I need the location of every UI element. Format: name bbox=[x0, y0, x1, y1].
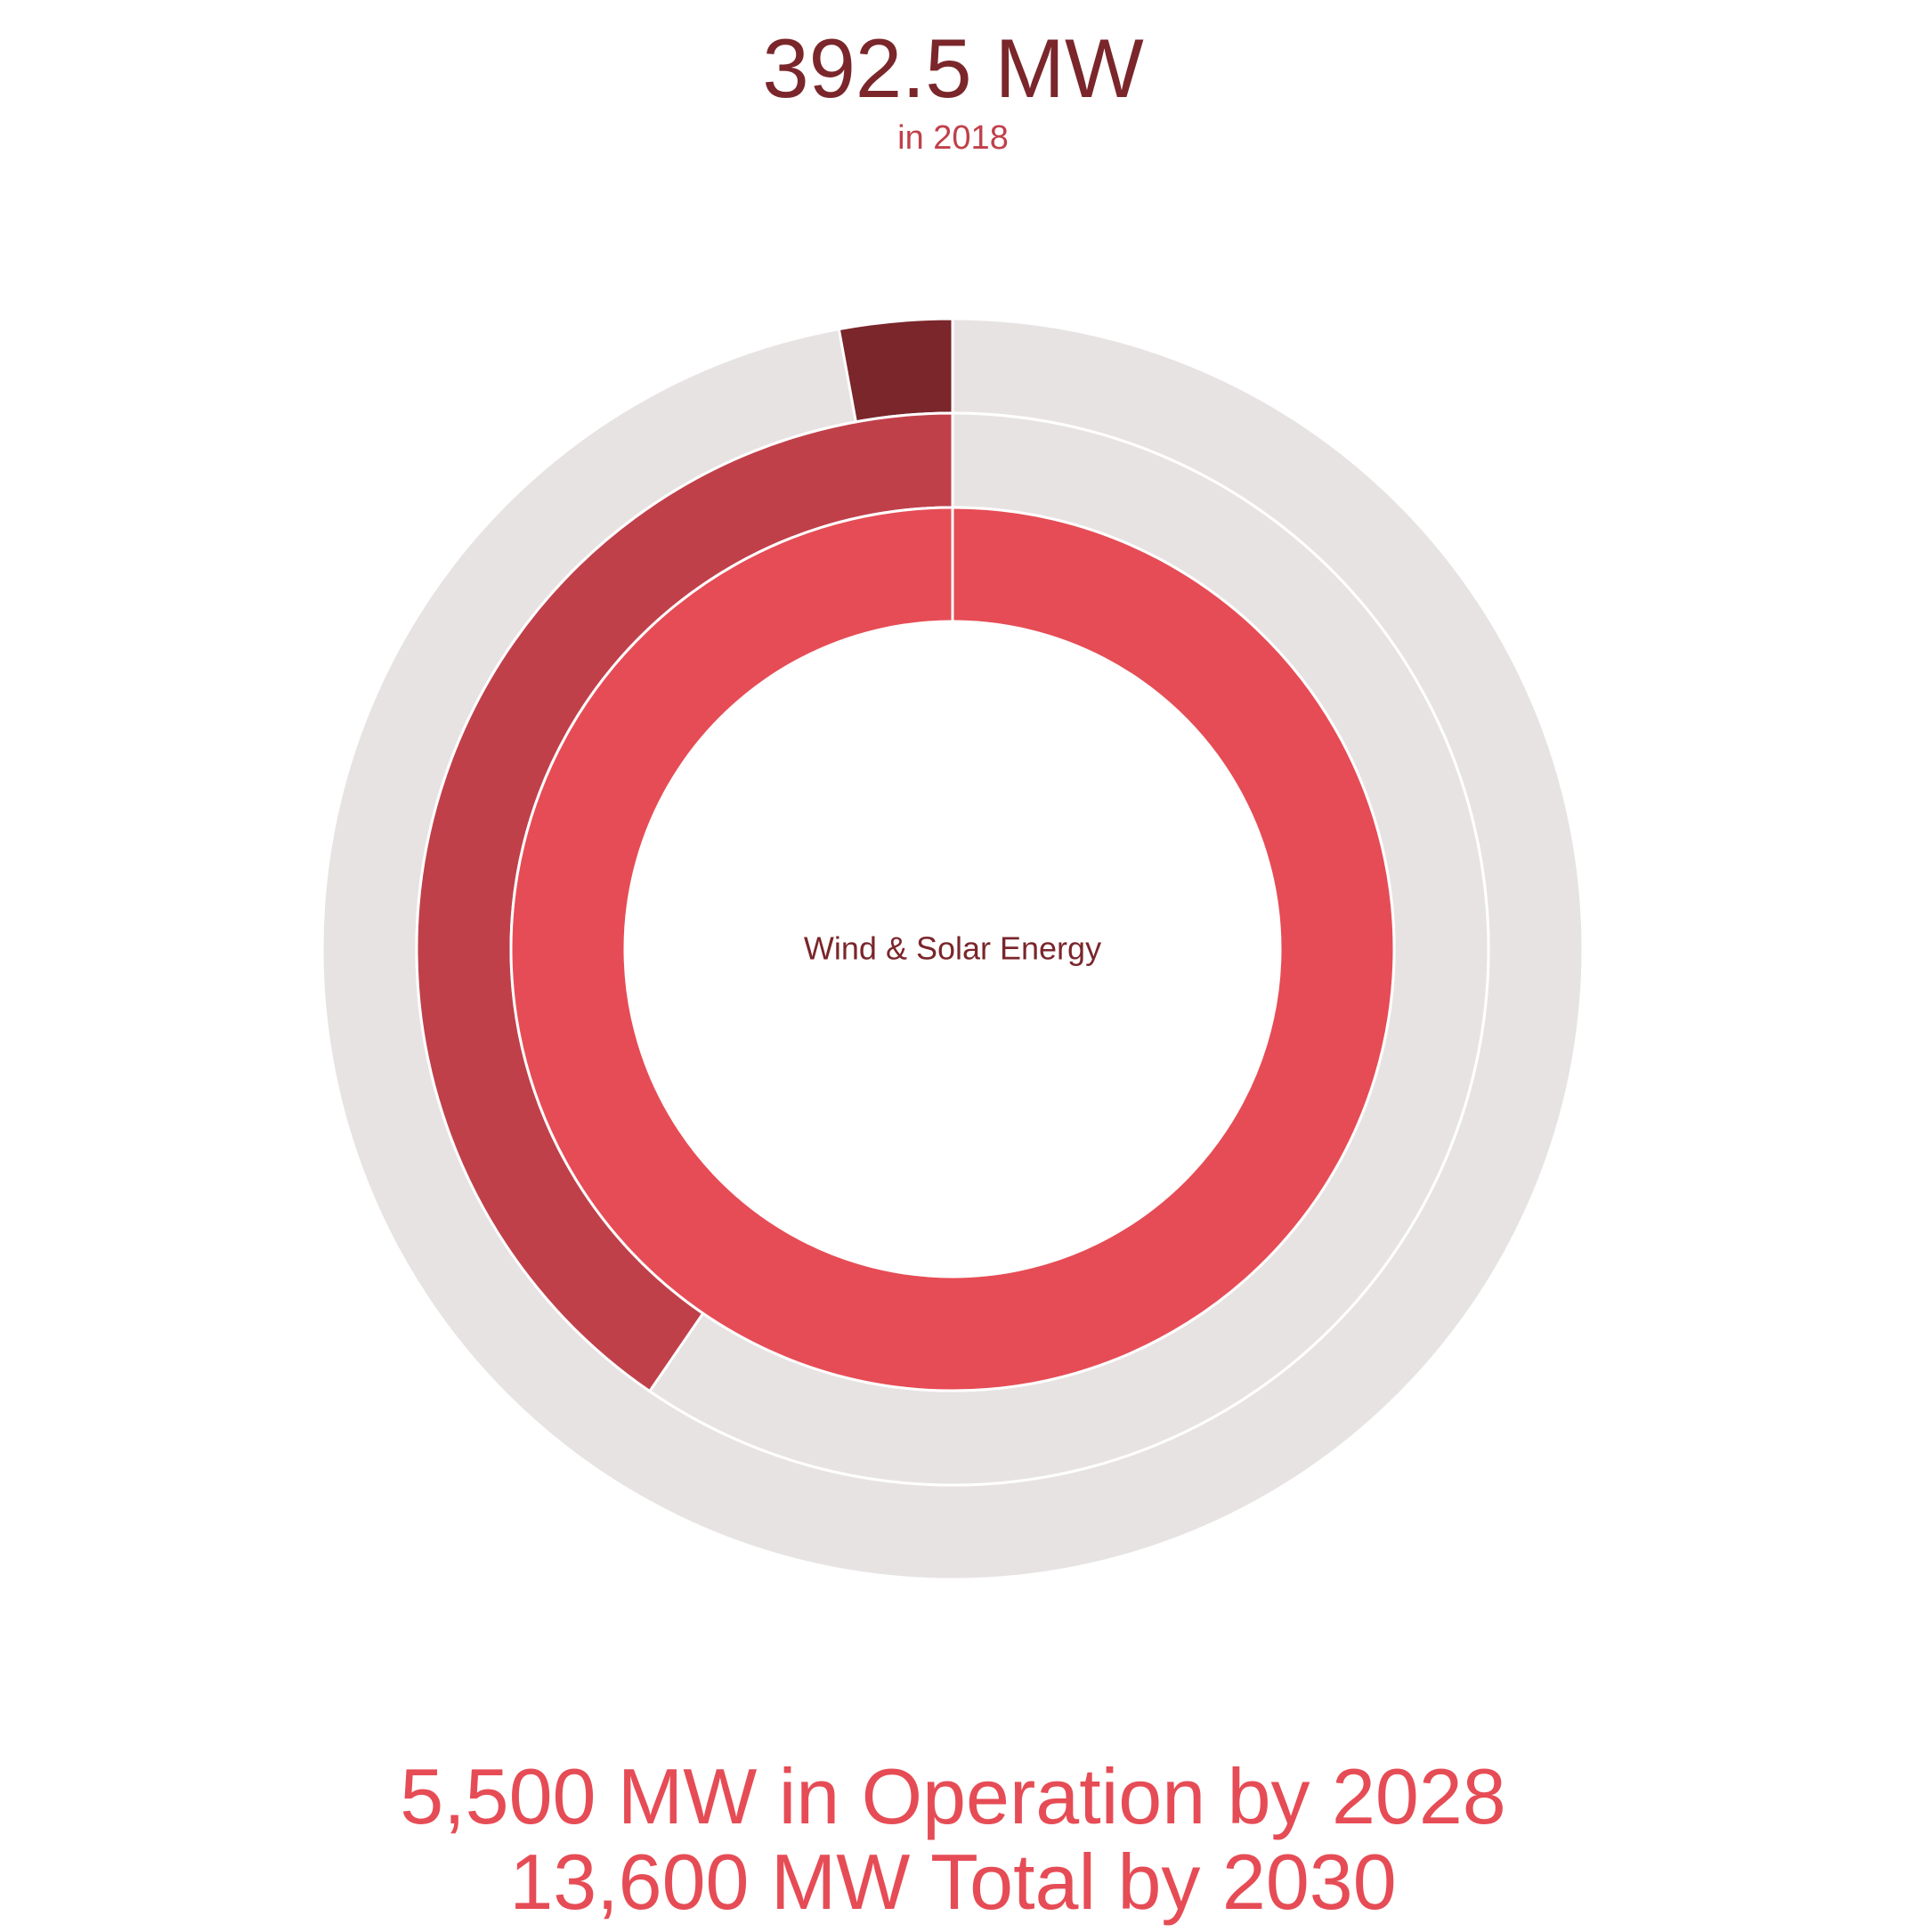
headline-value: 392.5 MW bbox=[762, 21, 1144, 115]
ring-arcs bbox=[415, 317, 1396, 1393]
arc-inner bbox=[509, 506, 1396, 1392]
target-2030: 13,600 MW Total by 2030 bbox=[509, 1838, 1397, 1926]
arc-outer bbox=[837, 317, 954, 424]
center-label: Wind & Solar Energy bbox=[804, 930, 1101, 967]
headline-year: in 2018 bbox=[897, 119, 1009, 157]
target-2028: 5,500 MW in Operation by 2028 bbox=[400, 1752, 1506, 1840]
